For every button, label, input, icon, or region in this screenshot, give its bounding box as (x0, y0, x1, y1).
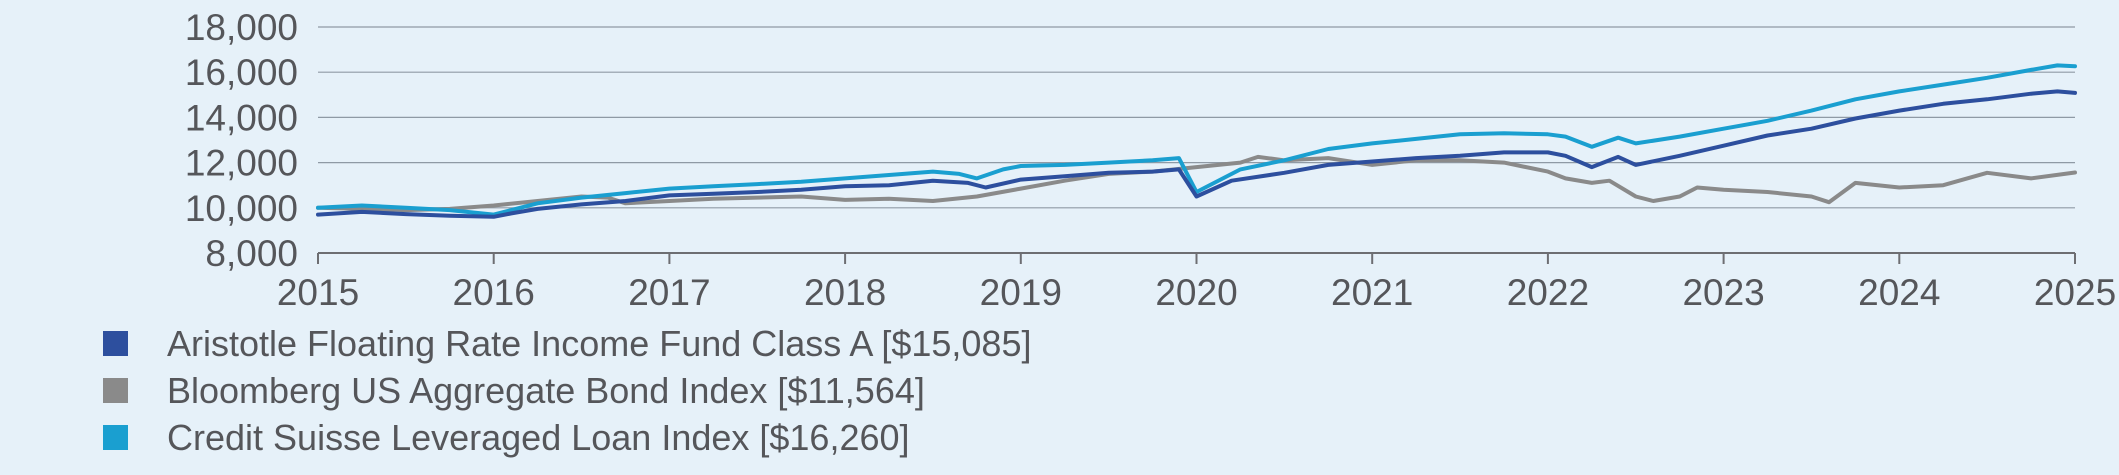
x-tick-label: 2021 (1331, 272, 1413, 313)
series-line-bloomberg (316, 154, 2077, 213)
legend-swatch-credit-suisse (103, 425, 128, 450)
x-tick-label: 2025 (2034, 272, 2116, 313)
x-tick-label: 2015 (277, 272, 359, 313)
y-tick-label: 14,000 (185, 97, 298, 138)
legend-label-bloomberg: Bloomberg US Aggregate Bond Index [$11,5… (167, 369, 925, 411)
gridlines (318, 26, 2075, 254)
x-tick-label: 2017 (628, 272, 710, 313)
legend-swatch-bloomberg (103, 378, 128, 403)
x-axis-ticks: 2015 2016 2017 2018 2019 2020 2021 2022 2023 2024… (277, 253, 2116, 313)
series-line-aristotle (316, 89, 2077, 219)
x-tick-label: 2024 (1858, 272, 1940, 313)
y-tick-label: 12,000 (185, 143, 298, 184)
x-tick-label: 2019 (980, 272, 1062, 313)
y-tick-label: 18,000 (185, 7, 298, 48)
y-tick-label: 8,000 (205, 233, 298, 274)
legend-item-bloomberg: Bloomberg US Aggregate Bond Index [$11,5… (103, 367, 1031, 414)
legend-item-credit-suisse: Credit Suisse Leveraged Loan Index [$16,… (103, 414, 1031, 461)
legend-item-aristotle: Aristotle Floating Rate Income Fund Clas… (103, 320, 1031, 367)
series-lines (316, 63, 2077, 219)
y-tick-label: 10,000 (185, 188, 298, 229)
legend-swatch-aristotle (103, 331, 128, 356)
x-tick-label: 2018 (804, 272, 886, 313)
legend-label-aristotle: Aristotle Floating Rate Income Fund Clas… (167, 322, 1032, 364)
x-tick-label: 2022 (1507, 272, 1589, 313)
legend-label-credit-suisse: Credit Suisse Leveraged Loan Index [$16,… (167, 416, 910, 458)
x-tick-label: 2016 (453, 272, 535, 313)
series-line-credit-suisse (316, 63, 2077, 217)
y-tick-label: 16,000 (185, 52, 298, 93)
x-tick-label: 2020 (1155, 272, 1237, 313)
x-tick-label: 2023 (1682, 272, 1764, 313)
legend: Aristotle Floating Rate Income Fund Clas… (103, 320, 1031, 461)
